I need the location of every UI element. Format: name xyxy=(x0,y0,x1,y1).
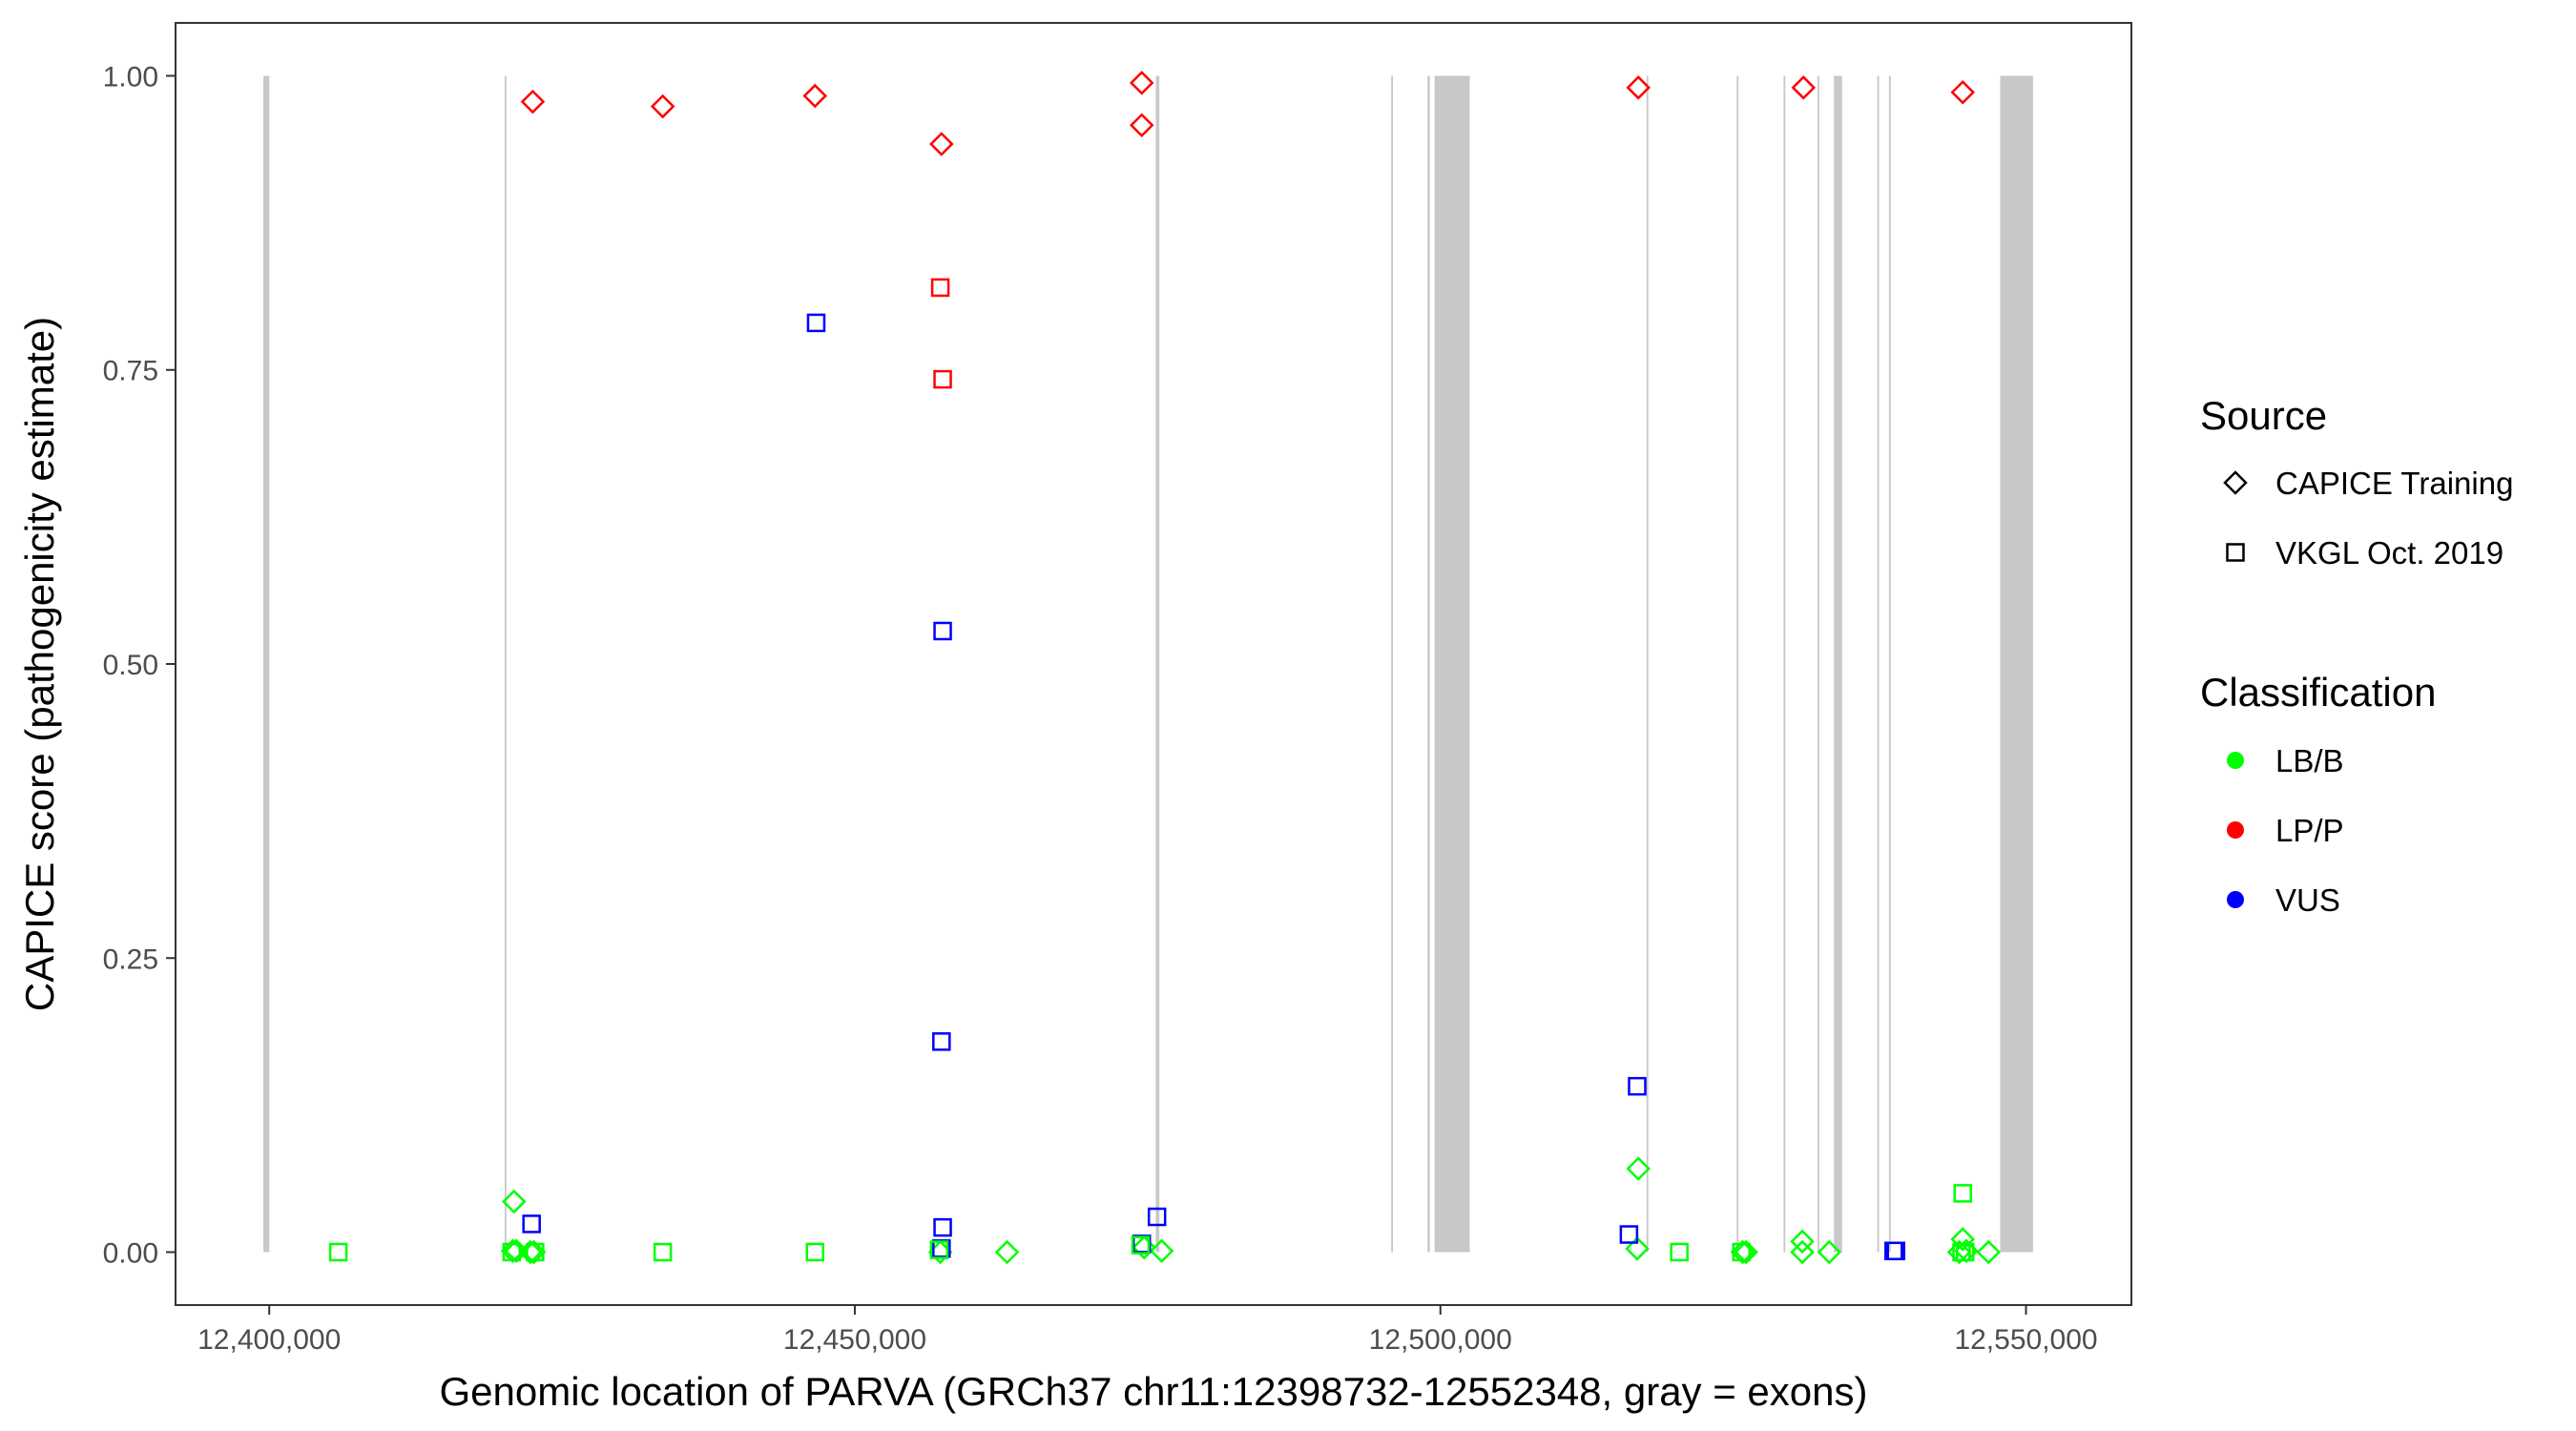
legend-source-items: CAPICE Training VKGL Oct. 2019 xyxy=(2223,466,2513,570)
vkgl-point xyxy=(1955,1242,1975,1262)
vkgl-point xyxy=(1131,1235,1151,1255)
y-tick-label: 0.75 xyxy=(103,356,158,387)
y-axis: 0.00 0.25 0.50 0.75 1.00 xyxy=(103,61,176,1270)
vkgl-point xyxy=(526,1242,545,1262)
exon-band xyxy=(1783,75,1786,1253)
y-tick-label: 0.25 xyxy=(103,944,158,975)
exon-band xyxy=(1434,75,1470,1253)
capice-training-point xyxy=(520,89,546,114)
exon-band xyxy=(1646,75,1649,1253)
vkgl-point xyxy=(1670,1242,1689,1262)
exon-band xyxy=(1155,75,1160,1253)
exon-band xyxy=(263,75,270,1253)
capice-training-point xyxy=(1790,1239,1815,1265)
capice-training-point xyxy=(1129,113,1154,138)
vkgl-point xyxy=(929,1240,949,1259)
exon-band xyxy=(1834,75,1842,1253)
x-tick-label: 12,550,000 xyxy=(1954,1324,2097,1356)
capice-training-point xyxy=(1129,71,1154,95)
exon-band xyxy=(1818,75,1819,1253)
capice-training-point xyxy=(1132,1234,1156,1260)
x-axis: 12,400,000 12,450,000 12,500,000 12,550,000 xyxy=(197,1305,2098,1356)
capice-training-point xyxy=(1950,79,1976,105)
x-tick-label: 12,450,000 xyxy=(783,1324,926,1356)
capice-training-point xyxy=(650,93,675,119)
legend-class-label: LB/B xyxy=(2275,743,2344,778)
vkgl-point xyxy=(933,621,952,641)
legend-class-label: LP/P xyxy=(2275,813,2344,848)
vkgl-point xyxy=(328,1242,348,1262)
capice-training-point xyxy=(1791,75,1817,100)
legend-color-dot xyxy=(2227,821,2244,839)
vkgl-point xyxy=(653,1242,673,1262)
vkgl-point xyxy=(1732,1242,1751,1262)
capice-training-point xyxy=(1817,1239,1842,1265)
capice-training-point xyxy=(1625,1236,1650,1261)
legend: Source CAPICE Training VKGL Oct. 2019 Cla… xyxy=(2200,393,2513,918)
capice-training-point xyxy=(501,1189,527,1214)
vkgl-point xyxy=(1886,1241,1906,1261)
exon-band xyxy=(504,75,507,1253)
legend-source-label: CAPICE Training xyxy=(2275,466,2513,501)
vkgl-point xyxy=(805,1242,824,1262)
capice-training-point xyxy=(1790,1229,1815,1255)
vkgl-point xyxy=(1619,1225,1639,1244)
data-points xyxy=(328,71,2002,1265)
capice-training-point xyxy=(1626,1156,1651,1181)
exon-band xyxy=(1391,75,1394,1253)
y-tick-label: 0.00 xyxy=(103,1238,158,1270)
capice-training-point xyxy=(1734,1239,1758,1265)
exon-band xyxy=(1427,75,1430,1253)
y-tick-label: 1.00 xyxy=(103,61,158,93)
square-key xyxy=(2226,543,2245,562)
y-tick-label: 0.50 xyxy=(103,650,158,681)
legend-source-label: VKGL Oct. 2019 xyxy=(2275,535,2503,570)
legend-classification-items: LB/B LP/P VUS xyxy=(2227,743,2344,918)
x-tick-label: 12,400,000 xyxy=(197,1324,341,1356)
legend-class-label: VUS xyxy=(2275,882,2340,918)
diamond-key xyxy=(2223,470,2248,495)
capice-training-point xyxy=(1149,1238,1174,1264)
vkgl-point xyxy=(1953,1184,1972,1203)
capice-training-point xyxy=(1626,75,1651,100)
y-axis-title: CAPICE score (pathogenicity estimate) xyxy=(17,317,62,1011)
vkgl-point xyxy=(933,1217,952,1237)
vkgl-point xyxy=(806,313,826,333)
x-tick-label: 12,500,000 xyxy=(1369,1324,1512,1356)
legend-color-dot xyxy=(2227,891,2244,908)
capice-training-point xyxy=(994,1239,1020,1265)
capice-training-point xyxy=(1976,1239,2002,1265)
vkgl-point xyxy=(932,1032,951,1051)
exon-band xyxy=(1736,75,1739,1253)
x-axis-title: Genomic location of PARVA (GRCh37 chr11:… xyxy=(440,1369,1868,1414)
vkgl-point xyxy=(1628,1076,1647,1096)
vkgl-point xyxy=(502,1242,522,1262)
legend-title-classification: Classification xyxy=(2200,670,2436,715)
exon-band xyxy=(2000,75,2033,1253)
capice-training-point xyxy=(518,1239,543,1265)
vkgl-point xyxy=(933,369,952,389)
vkgl-point xyxy=(930,278,950,298)
exon-band xyxy=(1877,75,1880,1253)
vkgl-point xyxy=(1147,1207,1167,1227)
vkgl-point xyxy=(522,1214,541,1234)
exon-band xyxy=(1888,75,1891,1253)
capice-training-point xyxy=(1950,1227,1976,1252)
capice-training-point xyxy=(1946,1239,1972,1265)
capice-training-point xyxy=(929,132,954,156)
exon-bands xyxy=(263,75,2033,1253)
capice-training-point xyxy=(802,83,828,109)
legend-color-dot xyxy=(2227,752,2244,769)
legend-title-source: Source xyxy=(2200,393,2327,438)
